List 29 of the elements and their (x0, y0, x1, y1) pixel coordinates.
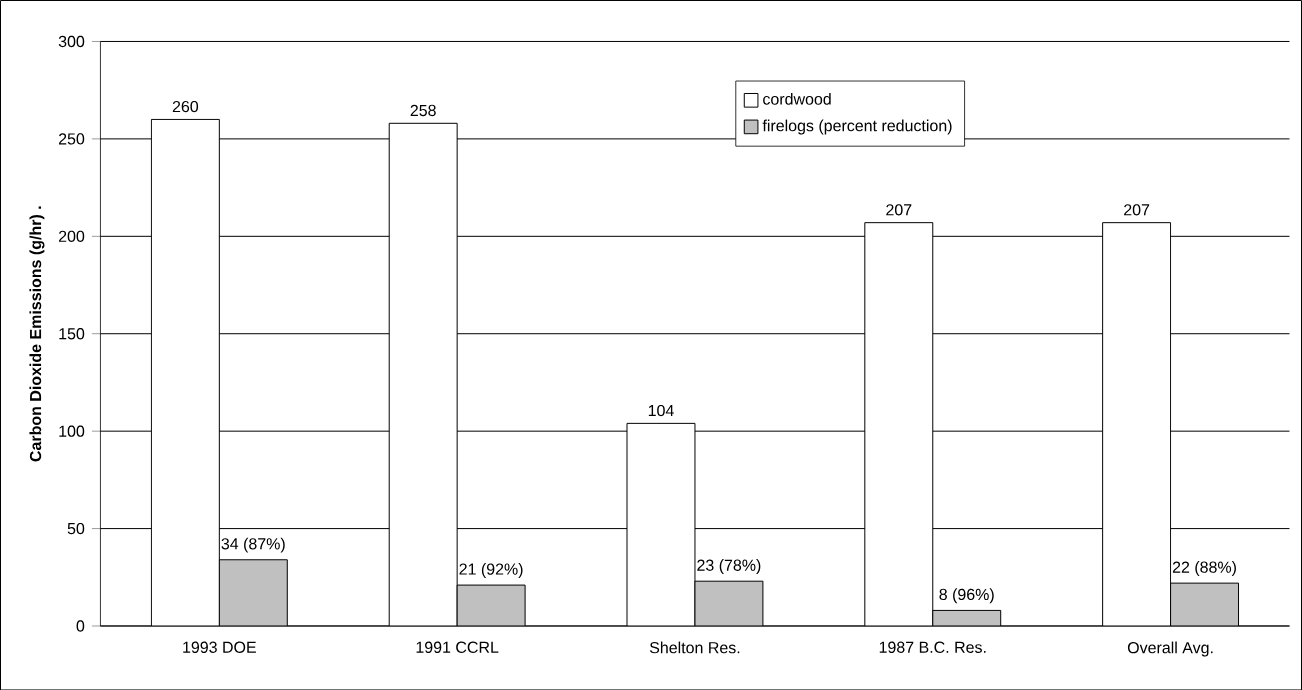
bar (694, 580, 764, 626)
bar (456, 584, 526, 626)
legend-label: firelogs (percent reduction) (762, 119, 952, 135)
data-label: 104 (648, 404, 674, 416)
data-label: 8 (96%) (939, 588, 994, 604)
y-tick-label: 0 (76, 620, 85, 632)
data-label: 21 (92%) (459, 562, 523, 578)
data-label: 34 (87%) (221, 537, 285, 553)
data-label: 23 (78%) (697, 558, 761, 574)
y-tick-label: 50 (67, 522, 85, 535)
y-axis-title: Carbon Dioxide Emissions (g/hr) . (29, 206, 45, 462)
x-tick-label: 1993 DOE (183, 641, 256, 653)
x-tick-label: Shelton Res. (649, 641, 740, 654)
y-tick-label: 250 (58, 133, 85, 145)
x-tick-label: 1991 CCRL (416, 641, 499, 653)
x-tick-label: 1987 B.C. Res. (879, 641, 986, 653)
x-tick-label: Overall Avg. (1127, 641, 1213, 657)
y-tick-label: 100 (59, 425, 85, 437)
bar (1170, 582, 1240, 626)
data-label: 22 (88%) (1172, 560, 1236, 576)
data-label: 258 (410, 104, 436, 116)
y-tick-label: 150 (59, 327, 85, 340)
data-label: 260 (172, 100, 199, 113)
data-label: 207 (886, 203, 912, 216)
bar (218, 559, 288, 626)
data-label: 207 (1124, 203, 1150, 216)
y-tick-label: 300 (58, 35, 85, 47)
legend-label: cordwood (763, 92, 831, 105)
y-tick-label: 200 (58, 230, 85, 242)
